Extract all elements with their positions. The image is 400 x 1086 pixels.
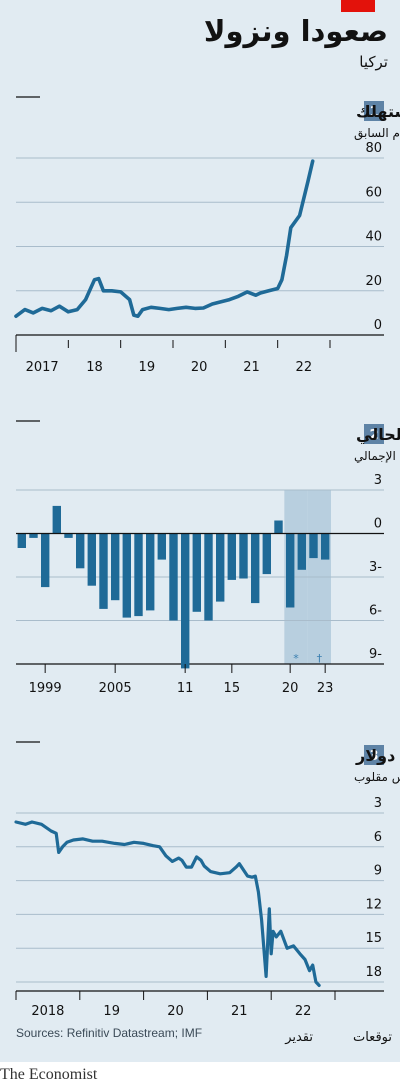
bar <box>227 533 236 580</box>
bar <box>52 505 61 534</box>
x-tick-label: 20 <box>167 1004 184 1019</box>
shaded-marker: † <box>317 652 323 665</box>
x-tick-label: 20 <box>282 681 299 696</box>
y-tick-label: 3- <box>369 560 382 575</box>
bar <box>76 533 85 569</box>
panel-3-badge <box>364 745 384 765</box>
y-tick-label: 9 <box>374 864 382 879</box>
bar <box>122 533 131 618</box>
bar <box>262 533 271 575</box>
chart-3-plot: 3 6 9 12 15 18 2018 19 20 21 22 <box>14 796 384 1019</box>
bar <box>134 533 143 617</box>
x-tick-label: 22 <box>295 1004 312 1019</box>
page-subtitle: تركيا <box>359 53 388 71</box>
panel-3-subtitle: مقياس مقلوب <box>354 770 400 785</box>
bar <box>99 533 108 609</box>
chart-background <box>0 0 400 1062</box>
bar <box>157 533 166 560</box>
panel-2-subtitle: % من الناتج المحلي الإجمالي <box>354 449 400 464</box>
x-tick-label: 15 <box>224 681 241 696</box>
bar <box>297 533 306 570</box>
chart-2-plot: * † 3 0 3- 6- 9- 1999 2005 11 15 20 23 <box>16 473 384 696</box>
x-tick-label: 18 <box>86 360 103 375</box>
x-tick-label: 2018 <box>31 1004 64 1019</box>
y-tick-label: 6- <box>369 604 382 619</box>
panel-2-number: 2 <box>369 428 378 443</box>
x-tick-label: 19 <box>103 1004 120 1019</box>
y-tick-label: 40 <box>365 230 382 245</box>
brand-red-tag <box>341 0 375 12</box>
brand-logo: The Economist <box>0 1066 98 1083</box>
x-tick-label: 23 <box>317 681 334 696</box>
shaded-marker: * <box>293 652 299 665</box>
x-tick-label: 19 <box>139 360 156 375</box>
x-tick-label: 22 <box>296 360 313 375</box>
panel-1-badge <box>364 101 384 121</box>
panel-1-subtitle: % زيادة عن العام السابق <box>354 126 400 141</box>
footnote-forecast: توقعات <box>352 1030 392 1045</box>
bar <box>41 533 50 588</box>
source-note: Sources: Refinitiv Datastream; IMF <box>16 1026 203 1040</box>
x-tick-label: 21 <box>243 360 260 375</box>
y-tick-label: 20 <box>365 274 382 289</box>
panel-1-number: 1 <box>369 105 378 120</box>
x-tick-label: 2017 <box>26 360 59 375</box>
panel-3-title: ليرة تركية مقابل دولار <box>355 746 400 765</box>
y-tick-label: 80 <box>365 141 382 156</box>
bar <box>216 533 225 602</box>
bar <box>192 533 201 612</box>
bar <box>239 533 248 579</box>
charts-svg: 1 أسعار المستهلك % زيادة عن العام السابق… <box>14 96 400 1019</box>
chart-1-plot: 0 20 40 60 80 2017 18 19 20 21 22 <box>14 141 384 375</box>
bar <box>64 533 73 538</box>
bar <box>274 520 283 534</box>
y-tick-label: 3 <box>374 473 382 488</box>
bar <box>111 533 120 601</box>
x-tick-label: 11 <box>177 681 194 696</box>
panel-2-title: رصيد الحساب الحالي <box>356 425 400 445</box>
x-tick-label: 2005 <box>99 681 132 696</box>
bar <box>321 533 330 560</box>
y-tick-label: 0 <box>374 517 382 532</box>
panel-3-number: 3 <box>369 749 378 764</box>
y-tick-label: 15 <box>365 931 382 946</box>
bar <box>181 533 190 669</box>
bar <box>204 533 213 621</box>
panel-1-title: أسعار المستهلك <box>356 101 400 121</box>
panel-2-badge <box>364 424 384 444</box>
y-tick-label: 3 <box>374 796 382 811</box>
x-tick-label: 1999 <box>29 681 62 696</box>
y-tick-label: 9- <box>369 647 382 662</box>
footnote-estimate: تقدير <box>285 1030 313 1045</box>
bar <box>87 533 96 586</box>
x-tick-label: 21 <box>231 1004 248 1019</box>
x-tick-label: 20 <box>191 360 208 375</box>
bar <box>17 533 26 548</box>
bar <box>251 533 260 604</box>
y-tick-label: 0 <box>374 318 382 333</box>
bar <box>169 533 178 621</box>
y-tick-label: 60 <box>365 185 382 200</box>
y-tick-label: 12 <box>365 897 382 912</box>
bar <box>309 533 318 559</box>
y-tick-label: 18 <box>365 965 382 980</box>
bar <box>29 533 38 538</box>
series-line <box>14 820 321 987</box>
bar <box>286 533 295 608</box>
page-title: صعودا ونزولا <box>203 14 388 48</box>
bar <box>146 533 155 611</box>
y-tick-label: 6 <box>374 830 382 845</box>
series-line <box>14 159 315 318</box>
